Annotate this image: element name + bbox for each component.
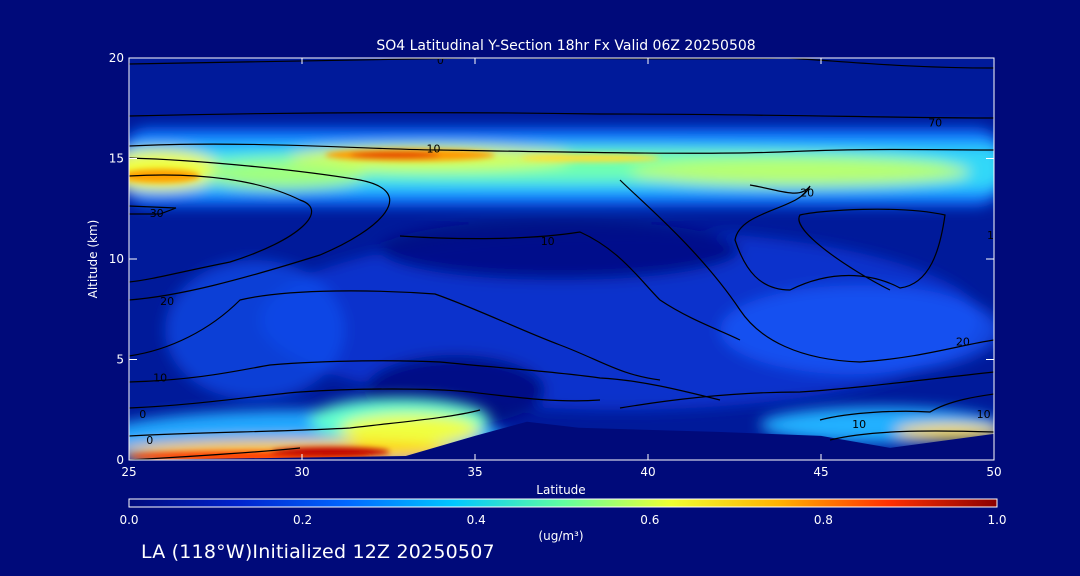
y-axis-label: Altitude (km) xyxy=(86,220,100,299)
x-tick-label: 40 xyxy=(640,465,655,479)
contour-label: 10 xyxy=(153,372,167,385)
contour-label: 0 xyxy=(146,434,153,447)
colorbar-tick-label: 0.6 xyxy=(640,513,659,527)
contour-label: 10 xyxy=(977,408,991,421)
colorbar-tick-label: 0.2 xyxy=(293,513,312,527)
chart-title: SO4 Latitudinal Y-Section 18hr Fx Valid … xyxy=(376,38,755,54)
colorbar-ticks: 0.0 0.2 0.4 0.6 0.8 1.0 xyxy=(119,513,1006,527)
contour-label: 20 xyxy=(160,295,174,308)
colorbar xyxy=(128,498,998,508)
contour-label: 20 xyxy=(800,187,814,200)
contour-label: 10 xyxy=(852,418,866,431)
contour-lines xyxy=(129,58,994,460)
contour-label: 1 xyxy=(987,229,994,242)
x-axis: 25 30 35 40 45 50 xyxy=(121,58,1002,479)
field-maxima xyxy=(129,149,660,183)
terrain-mask xyxy=(129,421,994,460)
x-tick-label: 35 xyxy=(467,465,482,479)
contour-label: 0 xyxy=(437,54,444,67)
x-axis-label: Latitude xyxy=(536,483,585,497)
contour-label: 30 xyxy=(150,207,164,220)
x-tick-label: 45 xyxy=(813,465,828,479)
contour-label: 10 xyxy=(541,235,555,248)
contour-label: 20 xyxy=(956,335,970,348)
colorbar-tick-label: 1.0 xyxy=(987,513,1006,527)
colorbar-tick-label: 0.8 xyxy=(814,513,833,527)
y-tick-label: 15 xyxy=(109,152,124,166)
y-tick-label: 10 xyxy=(109,252,124,266)
y-tick-label: 5 xyxy=(116,353,124,367)
y-tick-label: 20 xyxy=(109,51,124,65)
x-tick-label: 25 xyxy=(121,465,136,479)
colorbar-tick-label: 0.0 xyxy=(119,513,138,527)
footer-init-text: LA (118°W)Initialized 12Z 20250507 xyxy=(141,541,495,563)
field-shading xyxy=(129,128,994,425)
contour-label: 0 xyxy=(139,408,146,421)
x-tick-label: 50 xyxy=(986,465,1001,479)
colorbar-tick-label: 0.4 xyxy=(467,513,486,527)
colorbar-label: (ug/m³) xyxy=(538,529,583,543)
contour-label: 10 xyxy=(427,142,441,155)
y-tick-label: 0 xyxy=(116,453,124,467)
x-tick-label: 30 xyxy=(294,465,309,479)
surface-layer-shading xyxy=(129,398,994,460)
contour-label: 70 xyxy=(928,116,942,129)
